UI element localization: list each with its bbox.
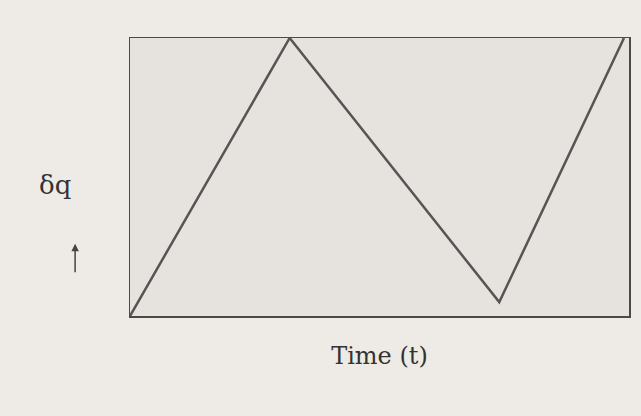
svg-text:Time (t): Time (t)	[331, 342, 428, 370]
svg-text:δq: δq	[39, 170, 71, 200]
